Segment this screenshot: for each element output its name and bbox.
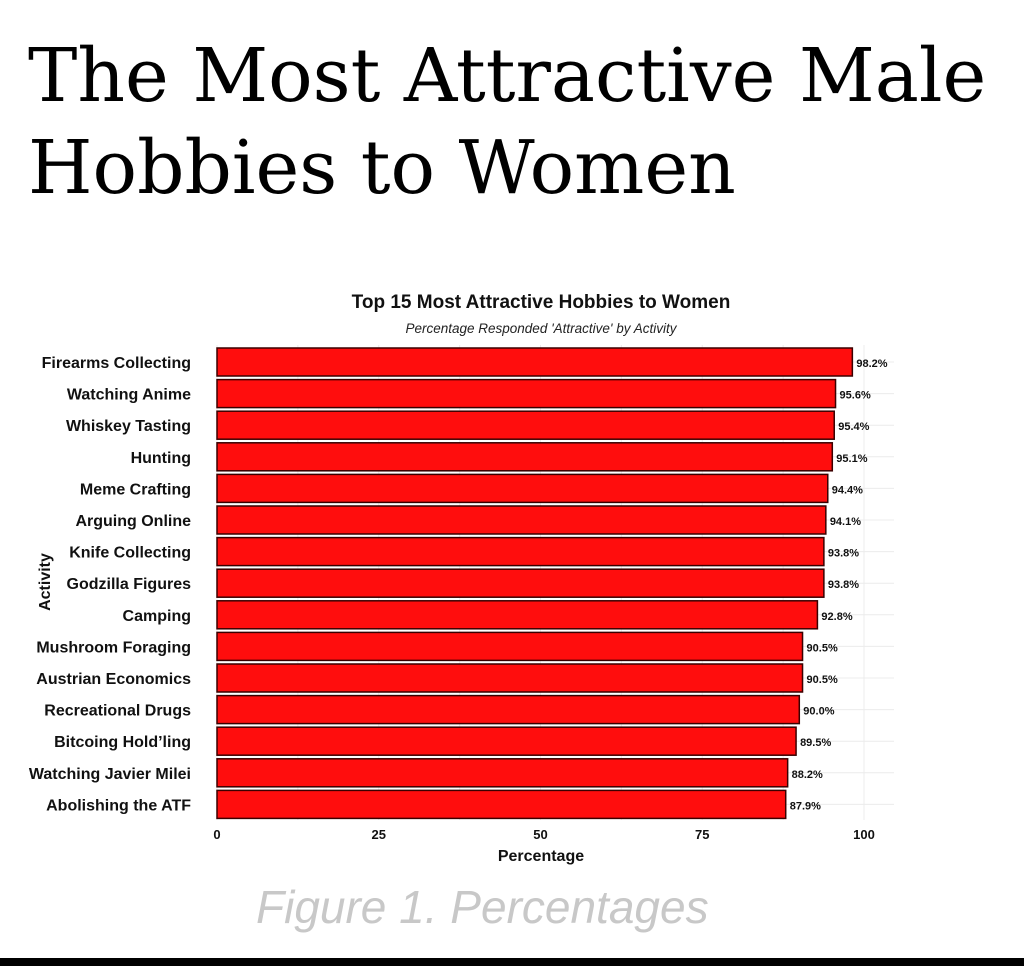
data-label: 90.5% (807, 642, 838, 654)
data-label: 89.5% (800, 737, 831, 749)
chart-subtitle: Percentage Responded 'Attractive' by Act… (405, 321, 677, 336)
category-label: Arguing Online (75, 513, 191, 530)
category-label: Recreational Drugs (44, 703, 191, 720)
data-label: 93.8% (828, 548, 859, 560)
bar (216, 600, 819, 630)
bar (216, 442, 834, 472)
bar (216, 663, 804, 693)
category-label: Austrian Economics (36, 671, 191, 688)
bottom-border (0, 958, 1024, 966)
category-label: Bitcoing Hold’ling (54, 734, 191, 751)
data-label: 94.1% (830, 516, 861, 528)
data-label: 95.6% (840, 390, 871, 402)
bar (216, 505, 827, 535)
data-label: 93.8% (828, 579, 859, 591)
bar (216, 726, 797, 756)
bar-chart: Top 15 Most Attractive Hobbies to Women … (29, 292, 894, 865)
bars-group: Firearms Collecting 98.2% Watching Anime 95… (29, 347, 888, 820)
data-label: 94.4% (832, 484, 863, 496)
x-tick-label: 25 (372, 827, 386, 842)
chart-title: Top 15 Most Attractive Hobbies to Women (352, 292, 731, 313)
category-label: Knife Collecting (69, 545, 191, 562)
data-label: 95.1% (836, 453, 867, 465)
data-label: 87.9% (790, 800, 821, 812)
x-tick-label: 0 (213, 827, 220, 842)
x-axis-label: Percentage (498, 848, 584, 865)
category-label: Camping (123, 608, 191, 625)
bar (216, 473, 829, 504)
bar (216, 378, 837, 409)
category-label: Hunting (131, 450, 191, 467)
x-tick-label: 50 (533, 827, 547, 842)
x-tick-label: 75 (695, 827, 709, 842)
data-label: 88.2% (792, 769, 823, 781)
category-label: Meme Crafting (80, 481, 191, 498)
bar (216, 410, 835, 440)
category-label: Mushroom Foraging (36, 639, 191, 656)
data-label: 90.0% (803, 706, 834, 718)
x-axis-ticks: 0 25 50 75 100 (213, 827, 874, 842)
category-label: Firearms Collecting (42, 355, 191, 372)
category-label: Watching Javier Milei (29, 766, 191, 783)
data-label: 98.2% (856, 358, 887, 370)
page-headline: The Most Attractive Male Hobbies to Wome… (28, 33, 987, 211)
bar (216, 758, 789, 788)
bar (216, 631, 804, 662)
bar (216, 789, 787, 820)
bar (216, 568, 825, 598)
category-label: Whiskey Tasting (66, 418, 191, 435)
data-label: 92.8% (821, 611, 852, 623)
bar (216, 347, 854, 377)
figure-caption: Figure 1. Percentages (256, 881, 709, 933)
data-label: 95.4% (838, 421, 869, 433)
category-label: Godzilla Figures (67, 576, 192, 593)
bar (216, 694, 801, 725)
x-tick-label: 100 (853, 827, 875, 842)
y-axis-label: Activity (37, 553, 54, 611)
data-label: 90.5% (807, 674, 838, 686)
bar (216, 536, 825, 567)
category-label: Watching Anime (67, 387, 191, 404)
category-label: Abolishing the ATF (46, 797, 191, 814)
